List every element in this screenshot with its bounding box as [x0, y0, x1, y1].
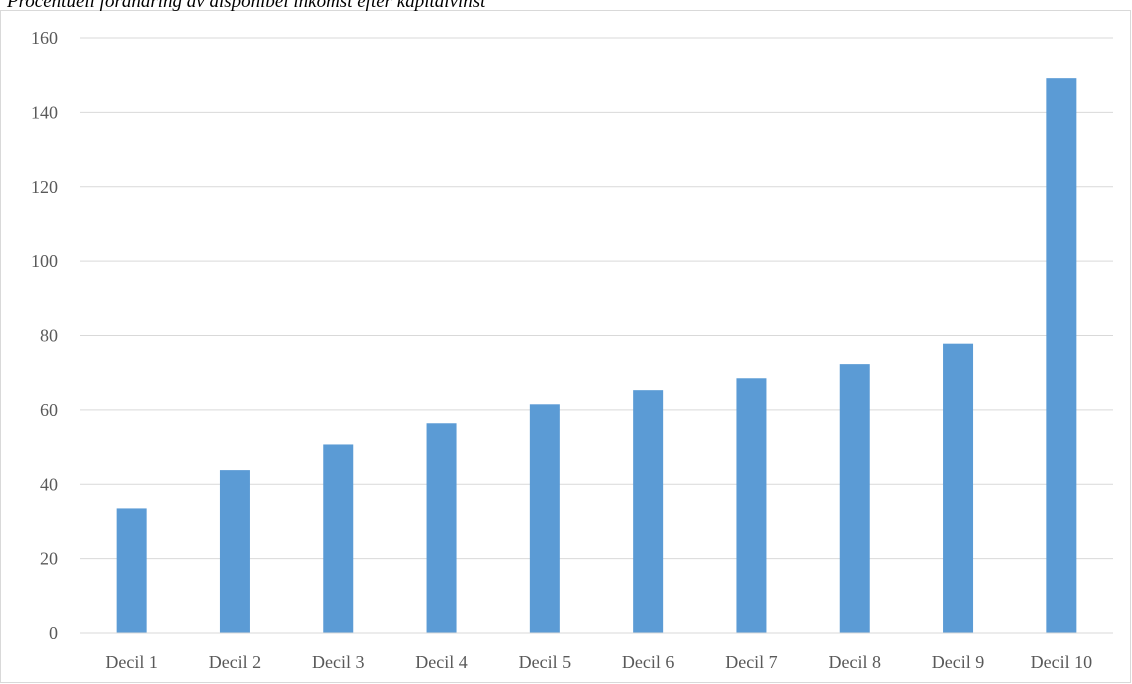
y-tick-label: 140	[31, 102, 58, 122]
bar	[1046, 78, 1077, 634]
chart-frame	[0, 10, 1131, 683]
bar	[426, 423, 457, 633]
bar	[736, 378, 767, 633]
chart-title: Procentuell förändring av disponibel ink…	[7, 0, 486, 12]
y-tick-label: 0	[49, 623, 58, 643]
bar	[116, 508, 147, 633]
y-tick-label: 40	[40, 474, 58, 494]
bar	[633, 390, 664, 633]
axes: 0 20 40 60 80 100 120 140 160 Decil 1 Decil 2 Decil…	[31, 28, 1113, 672]
x-tick-label: Decil 4	[415, 652, 467, 672]
x-tick-label: Decil 9	[932, 652, 984, 672]
y-tick-label: 160	[31, 28, 58, 48]
y-tick-label: 20	[40, 549, 58, 569]
y-tick-label: 60	[40, 400, 58, 420]
y-tick-label: 80	[40, 326, 58, 346]
x-tick-label: Decil 7	[725, 652, 777, 672]
x-tick-label: Decil 5	[519, 652, 571, 672]
x-tick-label: Decil 8	[829, 652, 881, 672]
bar	[529, 404, 560, 633]
bar	[839, 364, 870, 633]
gridlines	[80, 37, 1113, 560]
y-tick-label: 100	[31, 251, 58, 271]
x-tick-label: Decil 2	[209, 652, 261, 672]
x-tick-label: Decil 10	[1031, 652, 1092, 672]
bars	[116, 78, 1077, 634]
x-tick-label: Decil 6	[622, 652, 674, 672]
x-tick-label: Decil 3	[312, 652, 364, 672]
bar	[943, 343, 974, 633]
x-tick-label: Decil 1	[105, 652, 157, 672]
bar	[219, 470, 250, 633]
bar	[323, 444, 354, 633]
y-tick-label: 120	[31, 177, 58, 197]
